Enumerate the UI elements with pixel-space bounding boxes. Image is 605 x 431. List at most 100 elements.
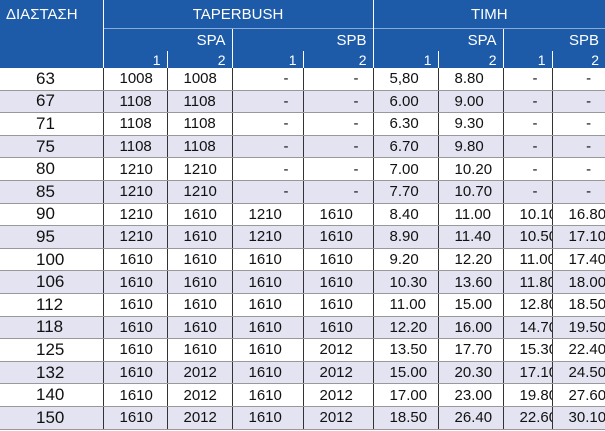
value-cell: 1210 [231, 225, 303, 249]
value-cell: - [302, 135, 374, 159]
value-cell: 1210 [102, 225, 167, 249]
value-cell: 17.00 [372, 383, 439, 407]
value-cell: 9.30 [437, 112, 504, 136]
size-cell: 100 [0, 248, 103, 272]
value-cell: 10.10 [502, 203, 553, 227]
value-cell: 1610 [302, 225, 374, 249]
table-body: 63 1008 1008- -5,80 8.80- -67 1108 1108- -6.00 9.… [0, 68, 605, 430]
subgroup-header: SPB [502, 28, 605, 51]
size-cell: 140 [0, 383, 103, 407]
size-cell: 112 [0, 293, 103, 317]
value-cell: 10.70 [437, 180, 504, 204]
column-header: 1 [231, 51, 303, 68]
value-cell: 1610 [231, 338, 303, 362]
value-cell: 2012 [302, 361, 374, 385]
value-cell: - [502, 90, 553, 114]
value-cell: 1210 [231, 203, 303, 227]
table-row: 75 1108 1108- -6.70 9.80- - [0, 135, 605, 159]
value-cell: 1610 [231, 293, 303, 317]
value-cell: 11.80 [502, 270, 553, 294]
size-cell: 118 [0, 316, 103, 340]
value-cell: 1610 [231, 383, 303, 407]
value-cell: 9.00 [437, 90, 504, 114]
value-cell: 18.50 [551, 293, 605, 317]
value-cell: 5,80 [372, 68, 439, 91]
value-cell: - [551, 157, 605, 181]
value-cell: 11.00 [502, 248, 553, 272]
table-row: 71 1108 1108- -6.30 9.30- - [0, 112, 605, 136]
value-cell: 15.30 [502, 338, 553, 362]
value-cell: 13.60 [437, 270, 504, 294]
value-cell: 1108 [102, 90, 167, 114]
value-cell: - [551, 135, 605, 159]
size-cell: 106 [0, 270, 103, 294]
header-cell: ΔΙΑΣΤΑΣΗ [0, 0, 104, 68]
value-cell: 1610 [302, 316, 374, 340]
column-header: 2 [437, 51, 504, 68]
value-cell: 1008 [166, 68, 232, 91]
value-cell: 6.30 [372, 112, 439, 136]
value-cell: 26.40 [437, 406, 504, 430]
size-cell: 85 [0, 180, 103, 204]
subgroup-header: SPA [102, 28, 232, 51]
column-header: 1 [372, 51, 439, 68]
table-row: 67 1108 1108- -6.00 9.00- - [0, 90, 605, 114]
value-cell: - [502, 180, 553, 204]
value-cell: 2012 [166, 406, 232, 430]
value-cell: 11.40 [437, 225, 504, 249]
size-cell: 80 [0, 157, 103, 181]
value-cell: 2012 [166, 361, 232, 385]
value-cell: - [231, 180, 303, 204]
value-cell: 9.80 [437, 135, 504, 159]
size-cell: 63 [0, 68, 103, 91]
value-cell: 1610 [166, 203, 232, 227]
value-cell: 19.80 [502, 383, 553, 407]
value-cell: 20.30 [437, 361, 504, 385]
size-cell: 71 [0, 112, 103, 136]
size-cell: 150 [0, 406, 103, 430]
value-cell: 1610 [166, 293, 232, 317]
value-cell: 2012 [302, 406, 374, 430]
value-cell: - [302, 68, 374, 91]
value-cell: 1610 [102, 406, 167, 430]
size-cell: 67 [0, 90, 103, 114]
column-header: 2 [166, 51, 232, 68]
value-cell: 1610 [231, 406, 303, 430]
value-cell: - [231, 90, 303, 114]
group-header: TIMH [372, 0, 605, 29]
value-cell: 1610 [302, 248, 374, 272]
value-cell: 19.50 [551, 316, 605, 340]
value-cell: 1610 [302, 293, 374, 317]
value-cell: 12.20 [372, 316, 439, 340]
value-cell: - [302, 112, 374, 136]
subgroup-header: SPB [231, 28, 374, 51]
value-cell: 1610 [231, 361, 303, 385]
value-cell: 9.20 [372, 248, 439, 272]
size-cell: 125 [0, 338, 103, 362]
value-cell: - [551, 180, 605, 204]
value-cell: 13.50 [372, 338, 439, 362]
size-cell: 95 [0, 225, 103, 249]
table-header: ΔΙΑΣΤΑΣΗ TAPERBUSH TIMH SPA SPB SPA SPB 1 2 1 2 1 2 1… [0, 0, 605, 68]
value-cell: 17.10 [502, 361, 553, 385]
value-cell: - [231, 135, 303, 159]
value-cell: - [302, 90, 374, 114]
header-row: ΔΙΑΣΤΑΣΗ TAPERBUSH TIMH [0, 0, 605, 68]
value-cell: 1610 [302, 203, 374, 227]
value-cell: 1210 [102, 157, 167, 181]
value-cell: 1610 [166, 225, 232, 249]
value-cell: 1610 [102, 361, 167, 385]
value-cell: 1610 [166, 338, 232, 362]
value-cell: 1610 [102, 270, 167, 294]
value-cell: 1108 [166, 112, 232, 136]
column-header: 2 [302, 51, 374, 68]
size-cell: 75 [0, 135, 103, 159]
value-cell: 10.50 [502, 225, 553, 249]
value-cell: 14.70 [502, 316, 553, 340]
